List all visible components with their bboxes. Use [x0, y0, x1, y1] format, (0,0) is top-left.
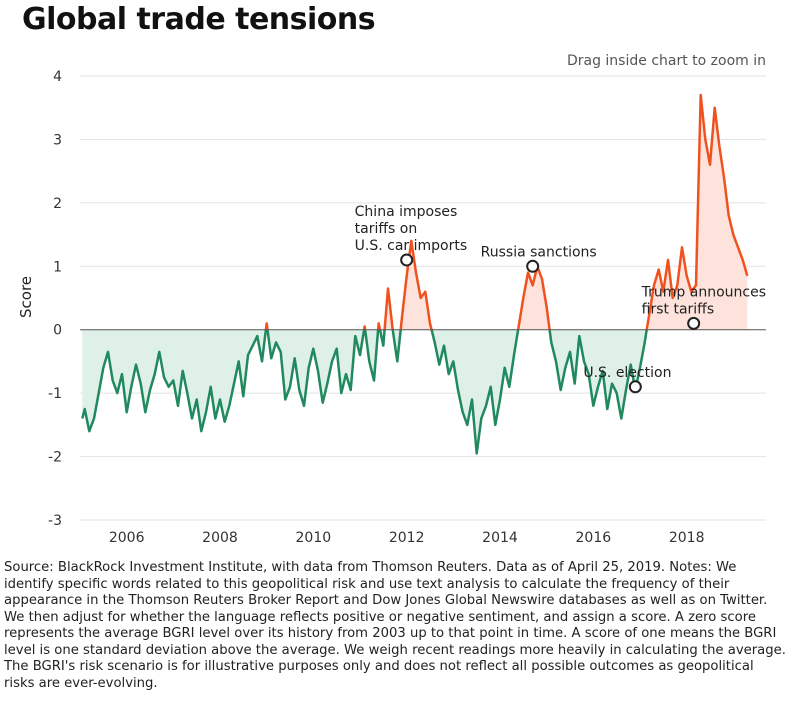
y-tick-label: 2 — [53, 196, 62, 212]
x-tick-label: 2016 — [576, 530, 612, 546]
x-tick-label: 2012 — [389, 530, 425, 546]
series-line-positive — [362, 325, 367, 330]
y-tick-label: -1 — [48, 386, 62, 402]
y-tick-label: 3 — [53, 132, 62, 148]
x-axis-ticks: 2006 2008 2010 2012 2014 2016 2018 — [109, 530, 705, 546]
area-negative — [267, 329, 365, 406]
series-line-negative — [266, 329, 366, 408]
x-tick-label: 2018 — [669, 530, 705, 546]
annotation-label: U.S. car imports — [355, 238, 468, 254]
y-tick-label: 4 — [53, 69, 62, 85]
y-tick-label: 0 — [53, 323, 62, 339]
annotation-label: Russia sanctions — [481, 244, 597, 260]
annotation-label: U.S. election — [583, 365, 671, 381]
area-negative — [549, 329, 647, 419]
annotation-label: tariffs on — [355, 221, 418, 237]
area-fills — [82, 95, 748, 454]
series-line-negative — [363, 329, 380, 382]
annotation-marker — [526, 259, 540, 273]
x-tick-label: 2008 — [202, 530, 238, 546]
y-tick-label: -3 — [48, 513, 62, 529]
series-line-negative — [81, 329, 268, 433]
annotation-label: first tariffs — [642, 301, 714, 317]
y-tick-label: -2 — [48, 450, 62, 466]
series-line-negative — [391, 329, 402, 363]
series-line-positive — [383, 287, 394, 330]
grid-lines — [80, 75, 766, 521]
x-tick-label: 2006 — [109, 530, 145, 546]
annotation-marker — [400, 253, 414, 267]
series-line-negative — [430, 329, 520, 455]
x-tick-label: 2014 — [482, 530, 518, 546]
annotation-label: China imposes — [355, 204, 458, 220]
source-note: Source: BlackRock Investment Institute, … — [4, 560, 786, 691]
annotation-marker — [628, 380, 642, 394]
series-line-positive — [516, 265, 551, 330]
zoom-hint: Drag inside chart to zoom in — [566, 53, 766, 69]
annotation-marker — [687, 316, 701, 330]
area-positive — [646, 95, 748, 330]
series-lines — [81, 93, 749, 455]
series-line-positive — [376, 322, 382, 330]
chart[interactable]: -3 -2 -1 0 1 2 3 4 2006 2008 2010 2012 2014 2016 2018… — [0, 0, 800, 560]
y-axis-ticks: -3 -2 -1 0 1 2 3 4 — [48, 69, 62, 529]
series-line-negative — [378, 329, 386, 347]
x-tick-label: 2010 — [296, 530, 332, 546]
y-tick-label: 1 — [53, 259, 62, 275]
y-axis-label: Score — [17, 276, 35, 318]
chart-title: Global trade tensions — [22, 2, 376, 37]
annotation-label: Trump announces — [641, 284, 766, 300]
series-line-positive — [399, 239, 433, 331]
series-line-positive — [264, 322, 269, 330]
series-line-positive — [645, 93, 749, 330]
series-line-negative — [548, 329, 648, 420]
